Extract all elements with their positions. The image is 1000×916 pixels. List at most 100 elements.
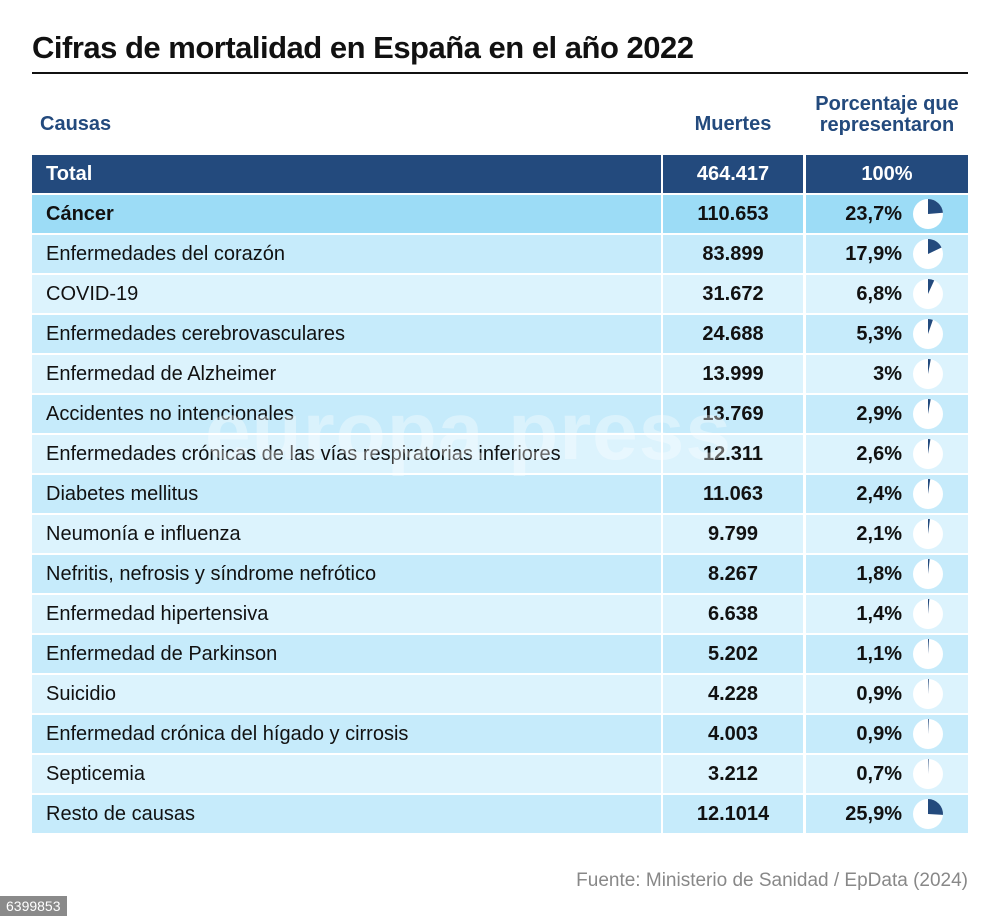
- pie-mark: [913, 718, 943, 749]
- cause-cell: Accidentes no intencionales: [32, 395, 661, 433]
- pie-mark: [913, 678, 943, 709]
- percent-cell-text: 3%: [873, 362, 902, 385]
- percent-cell: 17,9%: [806, 235, 968, 273]
- percent-cell: 1,4%: [806, 595, 968, 633]
- percent-cell: 2,9%: [806, 395, 968, 433]
- pie-mark: [913, 599, 943, 629]
- cause-cell-text: Accidentes no intencionales: [46, 402, 294, 425]
- table-row: Enfermedad crónica del hígado y cirrosis…: [32, 715, 968, 753]
- percent-cell: 3%: [806, 355, 968, 393]
- table-row: Enfermedades cerebrovasculares 24.688 5,3%: [32, 315, 968, 353]
- percent-cell-text: 1,1%: [856, 642, 902, 665]
- deaths-cell: 4.003: [663, 715, 803, 753]
- pie-slice: [928, 799, 944, 815]
- title-divider: [32, 72, 968, 74]
- deaths-cell: 9.799: [663, 515, 803, 553]
- pie-mark: [913, 239, 943, 269]
- pie-mark: [913, 559, 943, 589]
- deaths-cell: 4.228: [663, 675, 803, 713]
- cause-cell: Cáncer: [32, 195, 661, 233]
- total-porcentaje: 100%: [806, 155, 968, 193]
- percent-cell-text: 5,3%: [856, 322, 902, 345]
- pie-mark: [913, 519, 943, 549]
- percent-cell-text: 0,9%: [856, 722, 902, 745]
- deaths-cell: 5.202: [663, 635, 803, 673]
- deaths-cell: 13.769: [663, 395, 803, 433]
- table-row: Septicemia 3.212 0,7%: [32, 755, 968, 793]
- cause-cell-text: Enfermedades del corazón: [46, 242, 286, 265]
- percent-cell: 25,9%: [806, 795, 968, 833]
- pie-mark: [913, 799, 944, 829]
- cause-cell-text: Cáncer: [46, 202, 114, 225]
- table-row: Diabetes mellitus 11.063 2,4%: [32, 475, 968, 513]
- cause-cell-text: Enfermedad crónica del hígado y cirrosis: [46, 722, 409, 745]
- cause-cell-text: Neumonía e influenza: [46, 522, 241, 545]
- deaths-cell: 6.638: [663, 595, 803, 633]
- cause-cell-text: Enfermedades crónicas de las vías respir…: [46, 442, 561, 465]
- pie-slice: [928, 758, 929, 774]
- cause-cell: Resto de causas: [32, 795, 661, 833]
- percent-cell: 2,6%: [806, 435, 968, 473]
- pie-slice: [928, 479, 931, 494]
- pie-slice: [928, 439, 931, 454]
- cause-cell-text: Diabetes mellitus: [46, 482, 199, 505]
- cause-cell: Enfermedad hipertensiva: [32, 595, 661, 633]
- percent-cell-text: 0,9%: [856, 682, 902, 705]
- deaths-cell-text: 4.003: [707, 722, 759, 745]
- percent-cell-text: 1,4%: [856, 602, 902, 625]
- cause-cell: Nefritis, nefrosis y síndrome nefrótico: [32, 555, 661, 593]
- deaths-cell-text: 9.799: [707, 522, 759, 545]
- deaths-cell: 8.267: [663, 555, 803, 593]
- pie-mark: [913, 199, 943, 229]
- total-row: Total 464.417 100%: [32, 155, 968, 193]
- table-row: Accidentes no intencionales 13.769 2,9%: [32, 395, 968, 433]
- percent-cell: 1,1%: [806, 635, 968, 673]
- pie-slice: [928, 279, 935, 294]
- cause-cell-text: Enfermedad hipertensiva: [46, 602, 269, 625]
- mortality-table: Total 464.417 100% Cáncer 110.653 23,7% Enf…: [32, 155, 968, 835]
- deaths-cell-text: 3.212: [707, 762, 759, 785]
- deaths-cell: 12.1014: [663, 795, 803, 833]
- deaths-cell-text: 24.688: [702, 322, 764, 345]
- deaths-cell: 11.063: [663, 475, 803, 513]
- percent-cell: 2,1%: [806, 515, 968, 553]
- deaths-cell-text: 83.899: [702, 242, 764, 265]
- percent-cell-text: 6,8%: [856, 282, 902, 305]
- cause-cell: Neumonía e influenza: [32, 515, 661, 553]
- percent-cell-text: 23,7%: [845, 202, 902, 225]
- cause-cell-text: Suicidio: [46, 682, 117, 705]
- cause-cell-text: Nefritis, nefrosis y síndrome nefrótico: [46, 562, 377, 585]
- deaths-cell-text: 12.1014: [696, 802, 770, 825]
- pie-slice: [928, 519, 930, 534]
- total-label: Total: [32, 155, 661, 193]
- cause-cell: COVID-19: [32, 275, 661, 313]
- deaths-cell: 24.688: [663, 315, 803, 353]
- pie-slice: [928, 599, 930, 614]
- cause-cell: Septicemia: [32, 755, 661, 793]
- percent-cell-text: 25,9%: [845, 802, 902, 825]
- deaths-cell-text: 6.638: [707, 602, 759, 625]
- deaths-cell: 31.672: [663, 275, 803, 313]
- percent-cell-text: 2,6%: [856, 442, 902, 465]
- percent-cell: 6,8%: [806, 275, 968, 313]
- table-row: Enfermedad hipertensiva 6.638 1,4%: [32, 595, 968, 633]
- source-note: Fuente: Ministerio de Sanidad / EpData (…: [576, 870, 968, 891]
- percent-cell: 5,3%: [806, 315, 968, 353]
- deaths-cell: 83.899: [663, 235, 803, 273]
- pie-slice: [928, 239, 942, 254]
- deaths-cell: 12.311: [663, 435, 803, 473]
- percent-cell: 1,8%: [806, 555, 968, 593]
- table-row: COVID-19 31.672 6,8%: [32, 275, 968, 313]
- percent-cell-text: 0,7%: [856, 762, 902, 785]
- cause-cell: Suicidio: [32, 675, 661, 713]
- percent-cell-text: 1,8%: [856, 562, 902, 585]
- table-row: Resto de causas 12.1014 25,9%: [32, 795, 968, 833]
- column-header-porcentaje: Porcentaje que representaron: [815, 93, 959, 136]
- pie-mark: [913, 359, 943, 389]
- deaths-cell: 13.999: [663, 355, 803, 393]
- cause-cell: Enfermedad de Alzheimer: [32, 355, 661, 393]
- deaths-cell-text: 11.063: [702, 482, 764, 505]
- cause-cell: Enfermedad crónica del hígado y cirrosis: [32, 715, 661, 753]
- pie-slice: [928, 639, 930, 654]
